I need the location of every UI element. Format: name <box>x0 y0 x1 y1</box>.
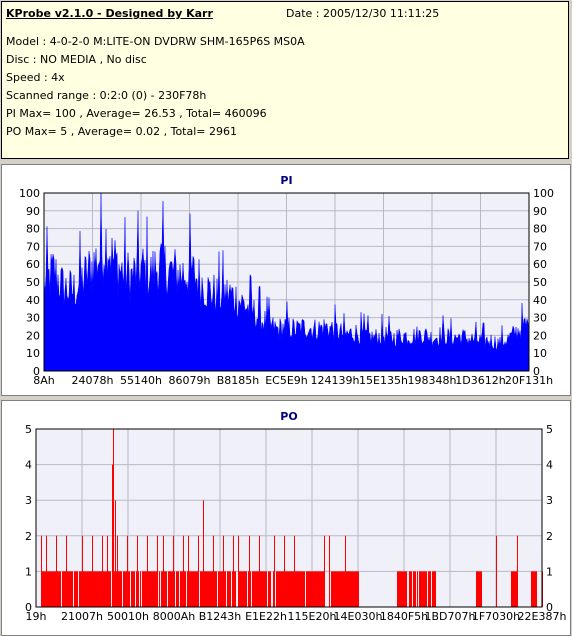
y-tick-label: 10 <box>26 347 40 360</box>
x-tick-label: 15E135h <box>359 374 408 387</box>
x-tick-label: 14E030h <box>334 610 383 623</box>
pi-chart: 0 0 10 10 20 20 30 30 40 40 50 50 60 60 70 70 80 80 90 90 10… <box>19 174 554 387</box>
x-tick-label: E1E22h <box>245 610 287 623</box>
x-tick-label: B1243h <box>199 610 242 623</box>
pi-summary: PI Max= 100 , Average= 26.53 , Total= 46… <box>6 107 267 120</box>
pi-area <box>43 192 530 372</box>
y-tick-label: 20 <box>26 329 40 342</box>
x-tick-label: EC5E9h <box>265 374 308 387</box>
y-tick-label: 1 <box>25 565 32 578</box>
disc-info: Disc : NO MEDIA , No disc <box>6 53 147 66</box>
y-tick-label: 90 <box>26 205 40 218</box>
pi-chart-panel: 0 0 10 10 20 20 30 30 40 40 50 50 60 60 70 70 80 80 90 90 10… <box>1 164 571 396</box>
y-tick-label: 50 <box>26 276 40 289</box>
y-tick-label-right: 30 <box>533 312 547 325</box>
info-panel: KProbe v2.1.0 - Designed by Karr Date : … <box>1 1 569 159</box>
y-tick-label-right: 0 <box>546 601 553 614</box>
y-tick-label: 3 <box>25 494 32 507</box>
chart-title: PO <box>280 410 297 423</box>
po-summary: PO Max= 5 , Average= 0.02 , Total= 2961 <box>6 125 237 138</box>
y-tick-label-right: 100 <box>533 187 554 200</box>
chart-title: PI <box>280 174 292 187</box>
plot-border <box>35 428 543 608</box>
x-tick-label: 50010h <box>107 610 149 623</box>
y-tick-label-right: 3 <box>546 494 553 507</box>
x-tick-label: 1BD707h <box>425 610 476 623</box>
x-tick-label: 198348h <box>408 374 457 387</box>
app-title: KProbe v2.1.0 - Designed by Karr <box>6 7 213 20</box>
drive-model: Model : 4-0-2-0 M:LITE-ON DVDRW SHM-165P… <box>6 35 305 48</box>
y-tick-label: 100 <box>19 187 40 200</box>
x-tick-label: 24078h <box>72 374 114 387</box>
y-tick-label: 0 <box>25 601 32 614</box>
y-tick-label: 40 <box>26 294 40 307</box>
y-tick-label-right: 20 <box>533 329 547 342</box>
y-tick-label-right: 1 <box>546 565 553 578</box>
y-tick-label: 0 <box>33 365 40 378</box>
y-tick-label-right: 10 <box>533 347 547 360</box>
x-tick-label: 124139h <box>311 374 360 387</box>
y-tick-label: 4 <box>25 459 32 472</box>
x-tick-label: 1F7030h <box>472 610 520 623</box>
y-tick-label-right: 80 <box>533 223 547 236</box>
x-tick-label: 21007h <box>61 610 103 623</box>
x-tick-label: 22E387h <box>518 610 567 623</box>
y-tick-label: 70 <box>26 240 40 253</box>
x-tick-label: 115E20h <box>288 610 337 623</box>
y-tick-label-right: 2 <box>546 530 553 543</box>
x-tick-label: 86079h <box>169 374 211 387</box>
y-tick-label: 60 <box>26 258 40 271</box>
y-tick-label-right: 4 <box>546 459 553 472</box>
x-tick-label: 8Ah <box>33 374 55 387</box>
y-tick-label: 2 <box>25 530 32 543</box>
speed-info: Speed : 4x <box>6 71 65 84</box>
scan-date: Date : 2005/12/30 11:11:25 <box>286 7 440 20</box>
y-tick-label-right: 5 <box>546 423 553 436</box>
y-tick-label: 30 <box>26 312 40 325</box>
y-tick-label-right: 40 <box>533 294 547 307</box>
y-tick-label: 5 <box>25 423 32 436</box>
y-tick-label-right: 0 <box>533 365 540 378</box>
x-tick-label: 1D3612h <box>455 374 505 387</box>
po-chart-panel: 0 0 1 1 2 2 3 3 4 4 5 5 19h 21007h 50010h 8000Ah B1243h E… <box>1 400 571 636</box>
x-tick-label: 20F131h <box>505 374 553 387</box>
scanned-range: Scanned range : 0:2:0 (0) - 230F78h <box>6 89 207 102</box>
y-tick-label: 80 <box>26 223 40 236</box>
x-tick-label: B8185h <box>217 374 260 387</box>
x-tick-label: 1840F5h <box>380 610 428 623</box>
po-chart: 0 0 1 1 2 2 3 3 4 4 5 5 19h 21007h 50010h 8000Ah B1243h E… <box>25 410 567 623</box>
x-tick-label: 8000Ah <box>153 610 196 623</box>
plot-border <box>43 192 530 372</box>
x-tick-label: 55140h <box>120 374 162 387</box>
y-tick-label-right: 60 <box>533 258 547 271</box>
y-tick-label-right: 50 <box>533 276 547 289</box>
y-tick-label-right: 90 <box>533 205 547 218</box>
x-tick-label: 19h <box>26 610 47 623</box>
y-tick-label-right: 70 <box>533 240 547 253</box>
